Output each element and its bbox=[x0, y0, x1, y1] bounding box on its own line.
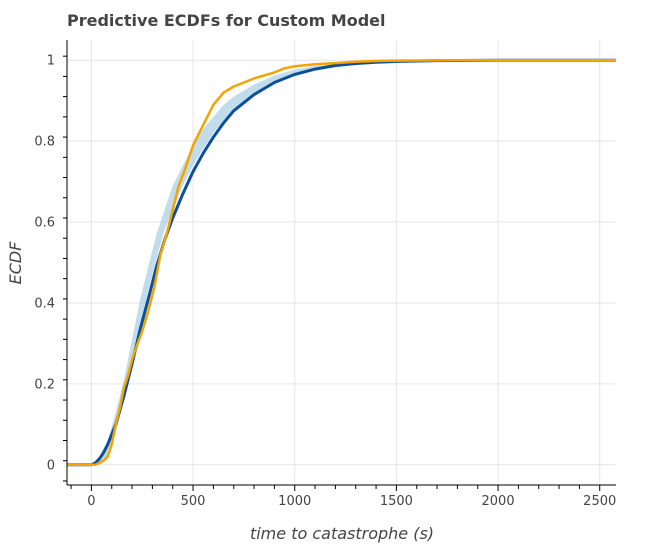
chart-title: Predictive ECDFs for Custom Model bbox=[67, 11, 386, 30]
grid-lines bbox=[67, 40, 616, 485]
axes: 0 500 1000 1500 2000 2500 0 0.2 0.4 0.6 0.8 1 bbox=[34, 40, 616, 509]
x-tick-label: 2500 bbox=[583, 494, 616, 509]
x-tick-label: 1000 bbox=[278, 494, 311, 509]
observed-ecdf-line bbox=[67, 58, 616, 467]
x-tick-label: 1500 bbox=[380, 494, 413, 509]
plot-area bbox=[67, 58, 616, 467]
y-tick-label: 0.6 bbox=[34, 216, 55, 231]
x-tick-label: 500 bbox=[181, 494, 206, 509]
y-tick-label: 0.8 bbox=[34, 135, 55, 150]
y-axis-label: ECDF bbox=[6, 241, 25, 285]
predictive-band bbox=[67, 60, 616, 465]
x-tick-label: 0 bbox=[87, 494, 95, 509]
y-tick-label: 0 bbox=[47, 458, 55, 473]
median-ecdf-line bbox=[67, 58, 616, 467]
y-tick-label: 0.2 bbox=[34, 377, 55, 392]
y-tick-label: 0.4 bbox=[34, 296, 55, 311]
x-axis-label: time to catastrophe (s) bbox=[250, 524, 434, 543]
x-tick-label: 2000 bbox=[482, 494, 515, 509]
y-tick-label: 1 bbox=[47, 54, 55, 69]
